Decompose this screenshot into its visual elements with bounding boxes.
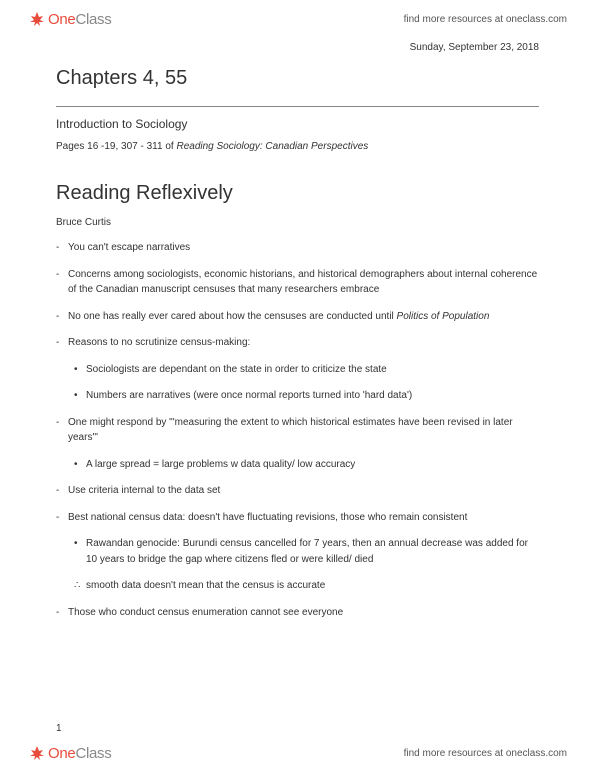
list-item: Reasons to no scrutinize census-making:S… [56,335,539,404]
list-item: Use criteria internal to the data set [56,483,539,499]
bullet-list: You can't escape narratives Concerns amon… [56,240,539,620]
author: Bruce Curtis [56,217,539,228]
sub-list-item: Rawandan genocide: Burundi census cancel… [74,536,539,567]
pages-reference: Pages 16 -19, 307 - 311 of Reading Socio… [56,141,539,152]
list-item: You can't escape narratives [56,240,539,256]
footer-logo[interactable]: OneClass [28,744,111,762]
sub-list-item: smooth data doesn't mean that the census… [74,578,539,594]
logo[interactable]: OneClass [28,10,111,28]
list-item: Best national census data: doesn't have … [56,510,539,594]
sub-list-item: Numbers are narratives (were once normal… [74,388,539,404]
list-item: Concerns among sociologists, economic hi… [56,267,539,298]
date: Sunday, September 23, 2018 [56,42,539,53]
document-content: Sunday, September 23, 2018 Chapters 4, 5… [0,34,595,620]
logo-text: OneClass [48,11,111,28]
header: OneClass find more resources at oneclass… [0,0,595,34]
chapter-title: Chapters 4, 55 [56,67,539,90]
leaf-icon [28,744,46,762]
list-item: No one has really ever cared about how t… [56,309,539,325]
sub-list-item: Sociologists are dependant on the state … [74,362,539,378]
subtitle: Introduction to Sociology [56,117,539,131]
page-number: 1 [56,723,62,734]
sub-list-item: A large spread = large problems w data q… [74,457,539,473]
list-item: Those who conduct census enumeration can… [56,605,539,621]
list-item: One might respond by "'measuring the ext… [56,415,539,473]
footer-resources-link[interactable]: find more resources at oneclass.com [404,748,567,759]
leaf-icon [28,10,46,28]
header-resources-link[interactable]: find more resources at oneclass.com [404,14,567,25]
logo-text: OneClass [48,745,111,762]
section-title: Reading Reflexively [56,182,539,205]
footer: OneClass find more resources at oneclass… [0,740,595,770]
divider [56,106,539,107]
